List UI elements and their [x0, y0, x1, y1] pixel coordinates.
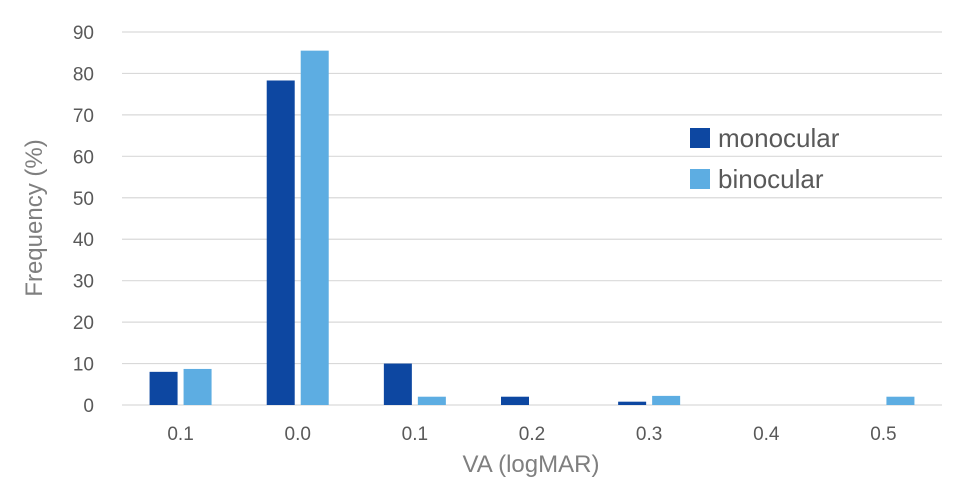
y-tick-label-5: 50: [73, 189, 94, 210]
legend-swatch-binocular: [690, 169, 710, 189]
gridlines: [122, 31, 942, 365]
y-tick-label-4: 40: [73, 230, 94, 251]
y-tick-label-3: 30: [73, 272, 94, 293]
x-tick-label-4: 0.3: [636, 424, 662, 445]
bar-monocular-2: [383, 363, 412, 405]
legend-label-monocular: monocular: [718, 123, 840, 153]
y-tick-label-9: 90: [73, 23, 94, 44]
y-tick-label-6: 60: [73, 147, 94, 168]
bar-monocular-3: [501, 396, 529, 405]
legend-swatch-monocular: [690, 128, 710, 148]
bar-binocular-2: [417, 396, 446, 405]
y-axis-ticks: 0 10 20 30 40 50 60 70 80 90: [73, 23, 94, 417]
x-axis-ticks: 0.1 0.0 0.1 0.2 0.3 0.4 0.5: [167, 424, 896, 445]
bar-binocular-6: [886, 396, 915, 405]
legend-label-binocular: binocular: [718, 164, 824, 194]
x-axis-title: VA (logMAR): [463, 451, 600, 478]
x-tick-label-1: 0.0: [285, 424, 311, 445]
bar-binocular-4: [652, 395, 681, 405]
bar-monocular-4: [618, 401, 647, 405]
x-tick-label-5: 0.4: [753, 424, 780, 445]
y-tick-label-8: 80: [73, 64, 94, 85]
x-tick-label-6: 0.5: [870, 424, 896, 445]
x-tick-label-3: 0.2: [519, 424, 545, 445]
y-tick-label-2: 20: [73, 313, 94, 334]
bar-binocular-1: [300, 50, 329, 406]
y-axis-title: Frequency (%): [21, 139, 48, 296]
x-tick-label-2: 0.1: [402, 424, 428, 445]
x-tick-label-0: 0.1: [167, 424, 193, 445]
y-tick-label-0: 0: [83, 396, 94, 417]
bar-monocular-0: [149, 371, 178, 405]
bars: [149, 50, 915, 406]
bar-monocular-1: [266, 80, 295, 406]
y-tick-label-1: 10: [73, 355, 94, 376]
bar-binocular-0: [183, 368, 212, 405]
y-tick-label-7: 70: [73, 106, 94, 127]
legend: monocular binocular: [690, 123, 840, 194]
